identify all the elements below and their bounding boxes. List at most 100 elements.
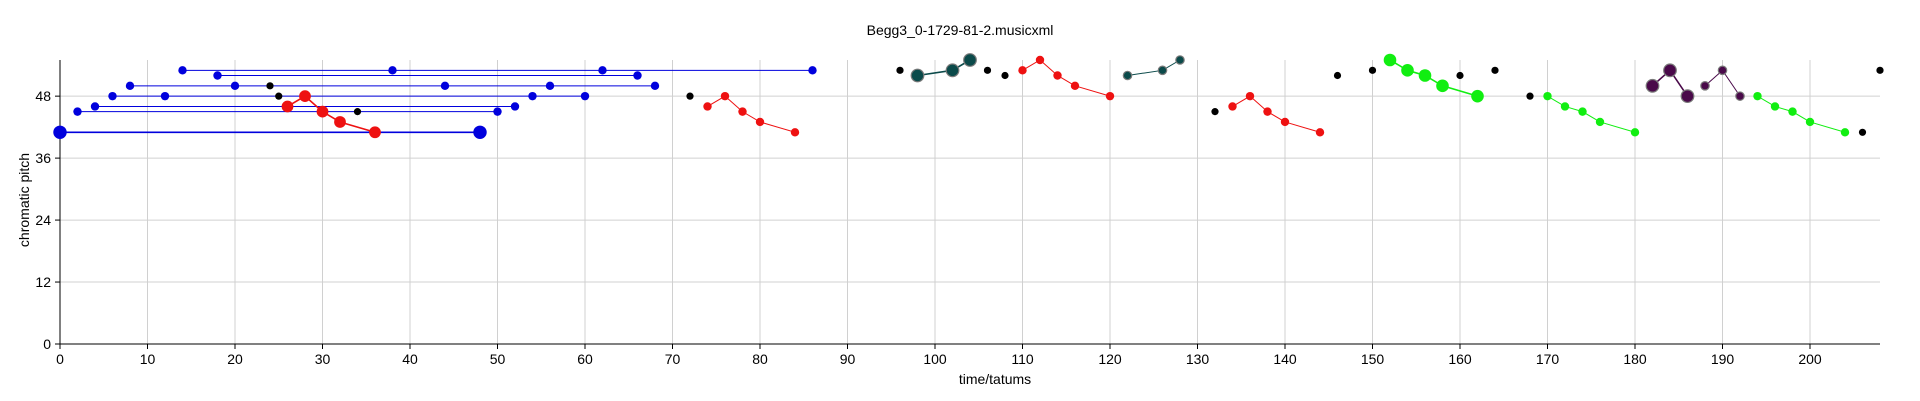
axes xyxy=(59,60,1880,345)
data-point xyxy=(1560,102,1570,111)
data-point xyxy=(1630,128,1640,137)
x-tick-label: 190 xyxy=(1711,351,1735,367)
data-point xyxy=(90,102,100,111)
black-data-point xyxy=(1211,108,1219,116)
data-point xyxy=(1018,66,1027,75)
x-tick-label: 200 xyxy=(1798,351,1822,367)
data-point xyxy=(1788,107,1797,116)
x-tick-label: 180 xyxy=(1623,351,1647,367)
data-point xyxy=(808,66,817,75)
series-line xyxy=(707,95,796,133)
series-line xyxy=(1389,59,1478,97)
series-line xyxy=(1232,95,1321,133)
data-point xyxy=(178,66,187,75)
series-blue xyxy=(108,91,590,101)
black-data-point xyxy=(686,92,694,100)
x-tick-label: 150 xyxy=(1361,351,1385,367)
data-point xyxy=(703,102,712,111)
data-point xyxy=(281,100,294,113)
series-line xyxy=(1757,95,1846,133)
data-point xyxy=(528,91,537,101)
data-point xyxy=(755,117,765,127)
data-point xyxy=(1228,102,1237,111)
series-green xyxy=(1383,53,1484,103)
series-red xyxy=(1228,91,1325,137)
x-tick-label: 80 xyxy=(752,351,768,367)
data-point xyxy=(125,81,135,91)
data-point xyxy=(388,66,397,75)
data-point xyxy=(369,126,381,139)
data-point xyxy=(473,125,487,140)
black-data-point xyxy=(1368,66,1377,74)
series-blue xyxy=(213,71,642,80)
x-tick-label: 170 xyxy=(1536,351,1560,367)
data-point xyxy=(1105,91,1115,101)
black-data-point xyxy=(266,82,274,90)
series-purple xyxy=(1645,63,1695,104)
series-teal xyxy=(1122,55,1185,81)
x-tick-label: 70 xyxy=(665,351,681,367)
y-axis-ticks: 0 12 24 36 48 xyxy=(35,88,60,352)
series-blue xyxy=(53,125,487,140)
data-point xyxy=(299,90,311,103)
series-layer xyxy=(53,53,1850,140)
x-tick-label: 0 xyxy=(56,351,64,367)
x-tick-label: 100 xyxy=(923,351,947,367)
series-green xyxy=(1753,91,1850,137)
x-tick-label: 140 xyxy=(1273,351,1297,367)
data-point xyxy=(545,81,555,91)
y-tick-label: 48 xyxy=(35,88,51,104)
x-tick-label: 110 xyxy=(1011,351,1034,367)
data-point xyxy=(1053,71,1062,80)
y-tick-label: 24 xyxy=(35,212,51,228)
data-point xyxy=(1122,70,1133,81)
data-point xyxy=(1645,78,1660,93)
black-points-layer xyxy=(266,66,1884,136)
x-axis-label: time/tatums xyxy=(958,371,1032,387)
data-point xyxy=(963,53,977,67)
data-point xyxy=(334,116,346,128)
x-tick-label: 130 xyxy=(1186,351,1210,367)
series-blue xyxy=(178,66,817,75)
x-axis-ticks: 0 10 20 30 40 50 60 70 80 90 100 110 120 130 140 150 160… xyxy=(56,344,1822,367)
data-point xyxy=(1401,64,1414,77)
series-line xyxy=(1022,59,1111,97)
data-point xyxy=(1315,128,1325,137)
data-point xyxy=(650,81,660,91)
data-point xyxy=(945,63,960,78)
series-blue xyxy=(90,102,520,111)
black-data-point xyxy=(896,66,904,74)
black-data-point xyxy=(1876,66,1884,74)
x-tick-label: 10 xyxy=(140,351,156,367)
series-line xyxy=(1127,59,1181,76)
data-point xyxy=(160,91,170,101)
black-data-point xyxy=(353,108,362,116)
data-point xyxy=(1663,63,1677,78)
x-tick-label: 120 xyxy=(1098,351,1122,367)
black-data-point xyxy=(1491,66,1499,74)
data-point xyxy=(598,66,607,75)
data-point xyxy=(738,107,747,116)
x-tick-label: 60 xyxy=(577,351,593,367)
x-tick-label: 90 xyxy=(840,351,856,367)
data-point xyxy=(1717,65,1728,76)
data-point xyxy=(230,81,240,91)
data-point xyxy=(1700,81,1710,91)
data-point xyxy=(790,128,800,137)
x-tick-label: 160 xyxy=(1448,351,1472,367)
data-point xyxy=(1595,117,1605,127)
data-point xyxy=(1157,65,1168,76)
black-data-point xyxy=(1456,71,1464,80)
data-point xyxy=(1680,89,1695,104)
black-data-point xyxy=(1001,71,1009,80)
data-point xyxy=(1280,117,1290,127)
data-point xyxy=(1770,102,1780,111)
data-point xyxy=(1245,91,1255,101)
data-point xyxy=(316,105,329,118)
data-point xyxy=(1471,89,1484,103)
series-green xyxy=(1543,91,1640,137)
series-red xyxy=(1018,55,1115,101)
data-point xyxy=(720,91,730,101)
data-point xyxy=(1840,128,1850,137)
